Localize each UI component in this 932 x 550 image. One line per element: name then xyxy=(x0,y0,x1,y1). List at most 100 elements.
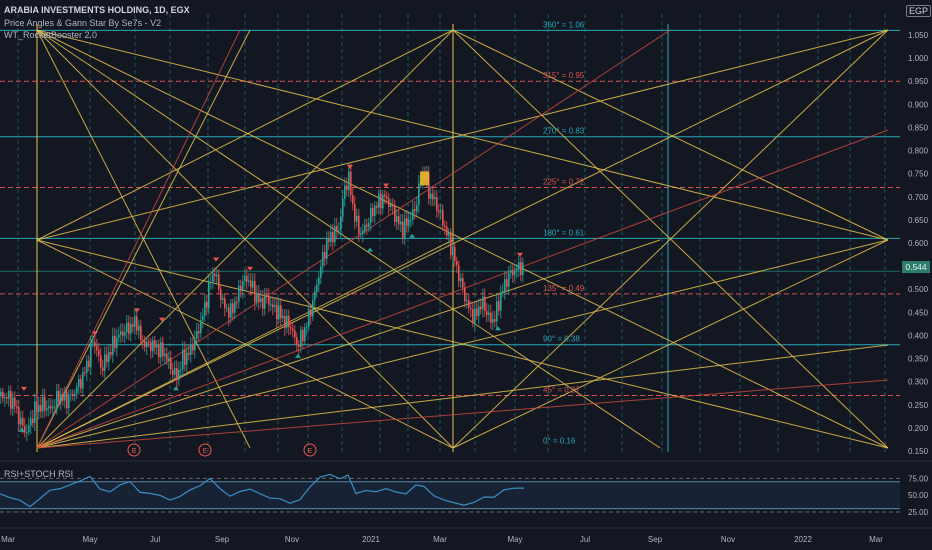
candle-body xyxy=(2,391,4,399)
price-tick-label: 0.350 xyxy=(908,355,929,364)
candle-body xyxy=(278,305,280,320)
candle-body xyxy=(348,171,350,191)
candle-body xyxy=(488,312,490,315)
candle-body xyxy=(218,274,220,290)
candle-body xyxy=(340,216,342,231)
candle-body xyxy=(230,303,232,318)
candle-body xyxy=(50,406,52,409)
candle-body xyxy=(84,372,86,374)
candle-body xyxy=(140,325,142,341)
gann-level-label: 0° = 0.16 xyxy=(543,436,576,445)
candle-body xyxy=(460,278,462,282)
candle-body xyxy=(208,282,210,308)
candle-body xyxy=(94,341,96,347)
candle-body xyxy=(388,198,390,207)
candle-body xyxy=(82,372,84,389)
price-tick-label: 0.950 xyxy=(908,77,929,86)
candle-body xyxy=(376,205,378,208)
buy-signal-marker xyxy=(367,247,373,252)
gann-levels xyxy=(0,24,900,452)
gann-level-label: 180° = 0.61 xyxy=(543,228,585,237)
time-tick-label: Jul xyxy=(580,535,590,544)
candle-body xyxy=(54,406,56,408)
candle-body xyxy=(120,331,122,335)
candle-body xyxy=(108,352,110,363)
candle-body xyxy=(342,198,344,217)
candle-body xyxy=(480,306,482,310)
candle-body xyxy=(414,209,416,212)
gann-level-label: 135° = 0.49 xyxy=(543,284,585,293)
indicator-gann-label[interactable]: Price Angles & Gann Star By Se7s - V2 xyxy=(4,18,162,28)
candle-body xyxy=(484,296,486,312)
rsi-line xyxy=(0,473,525,508)
earnings-marker xyxy=(198,443,212,457)
candle-body xyxy=(312,300,314,317)
candle-body xyxy=(350,171,352,195)
candle-body xyxy=(368,223,370,227)
time-tick-label: Mar xyxy=(869,535,883,544)
candle-body xyxy=(128,322,130,334)
candle-body xyxy=(148,341,150,343)
candle-body xyxy=(234,301,236,313)
price-tick-label: 0.650 xyxy=(908,216,929,225)
candle-body xyxy=(240,285,242,291)
candle-body xyxy=(56,390,58,407)
candle-body xyxy=(204,301,206,316)
candle-body xyxy=(512,270,514,276)
candle-body xyxy=(382,194,384,209)
candle-body xyxy=(504,279,506,292)
candle-body xyxy=(324,251,326,259)
rsi-title[interactable]: RSI+STOCH RSI xyxy=(4,469,74,479)
currency-badge[interactable]: EGP xyxy=(906,5,932,17)
candle-body xyxy=(402,221,404,238)
candle-body xyxy=(454,247,456,262)
sell-signal-marker xyxy=(517,252,523,257)
gann-fan-line xyxy=(36,29,671,449)
gann-fan-line xyxy=(36,29,889,241)
candle-body xyxy=(216,274,218,277)
gann-fan-line xyxy=(36,29,661,449)
candle-body xyxy=(406,218,408,226)
candle-body xyxy=(110,352,112,355)
candle-body xyxy=(34,401,36,424)
candle-body xyxy=(446,226,448,236)
price-tick-label: 0.700 xyxy=(908,193,929,202)
candle-body xyxy=(398,216,400,225)
time-tick-label: Mar xyxy=(1,535,15,544)
candle-body xyxy=(444,225,446,227)
gann-level-label: 45° = 0.27 xyxy=(543,386,580,395)
rsi-tick-label: 75.00 xyxy=(908,474,929,483)
level-labels: 360° = 1.06 315° = 0.95 270° = 0.83 225° = … xyxy=(127,20,585,457)
candle-body xyxy=(306,326,308,328)
candle-body xyxy=(144,340,146,348)
candle-body xyxy=(210,281,212,283)
candle-body xyxy=(92,341,94,343)
candle-body xyxy=(200,320,202,334)
candle-body xyxy=(220,289,222,300)
candle-body xyxy=(96,346,98,351)
candle-body xyxy=(174,368,176,375)
candle-body xyxy=(474,308,476,323)
candle-body xyxy=(62,394,64,401)
candle-body xyxy=(428,173,430,199)
candle-body xyxy=(300,330,302,348)
gann-fan-line xyxy=(36,29,454,449)
rsi-panel: 75.00 50.00 25.00 xyxy=(0,460,932,517)
candle-body xyxy=(442,209,444,226)
candle-body xyxy=(10,390,12,409)
sell-signal-marker xyxy=(247,266,253,271)
symbol-title[interactable]: ARABIA INVESTMENTS HOLDING, 1D, EGX xyxy=(4,5,190,15)
indicator-rocket-label[interactable]: WT_RocketBooster 2.0 xyxy=(4,30,98,40)
candle-body xyxy=(8,390,10,399)
candle-body xyxy=(126,322,128,333)
candle-body xyxy=(206,301,208,308)
candle-body xyxy=(198,331,200,334)
time-tick-label: 2021 xyxy=(362,535,380,544)
gann-fan-line xyxy=(36,344,889,449)
candle-body xyxy=(314,291,316,301)
candle-body xyxy=(86,360,88,373)
candle-body xyxy=(502,291,504,294)
candle-body xyxy=(254,281,256,303)
price-axis: 1.050 1.000 0.950 0.900 0.850 0.800 0.750 0.700… xyxy=(901,0,932,550)
